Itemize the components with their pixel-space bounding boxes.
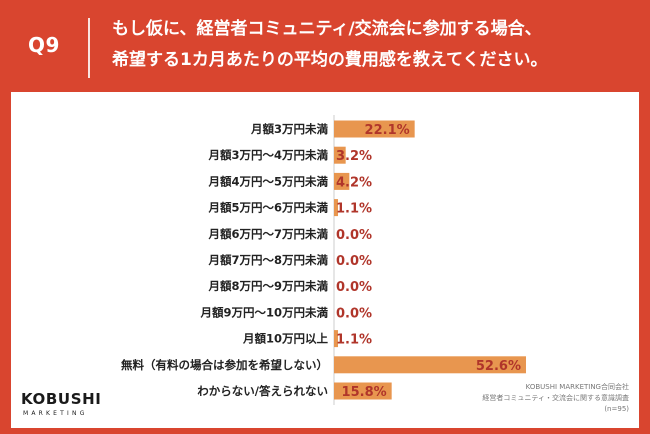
- data-label: 0.0%: [336, 228, 372, 243]
- data-label: 4.2%: [336, 175, 372, 190]
- chart-panel: 月額3万円未満 22.1% 月額3万円〜4万円未満 3.2% 月額4万円〜5万円未満 4.…: [11, 92, 639, 428]
- category-label: わからない/答えられない: [197, 384, 328, 398]
- data-label: 1.1%: [336, 202, 372, 217]
- header-divider: [88, 18, 90, 78]
- kobushi-logo: KOBUSHI: [21, 390, 102, 408]
- data-label: 22.1%: [365, 123, 410, 138]
- bar: [334, 120, 415, 138]
- data-label: 52.6%: [476, 359, 521, 374]
- question-text: もし仮に、経営者コミュニティ/交流会に参加する場合、 希望する1カ月あたりの平均…: [112, 19, 548, 70]
- category-label: 月額5万円〜6万円未満: [207, 201, 328, 215]
- data-label: 0.0%: [336, 280, 372, 295]
- source-company: KOBUSHI MARKETING合同会社: [525, 383, 629, 391]
- data-label: 15.8%: [342, 385, 387, 400]
- bar: [334, 172, 350, 190]
- category-label: 無料（有料の場合は参加を希望しない）: [121, 358, 328, 372]
- source-survey: 経営者コミュニティ・交流会に関する意識調査: [482, 394, 629, 402]
- bar: [334, 356, 526, 374]
- data-label: 1.1%: [336, 333, 372, 348]
- source-note: KOBUSHI MARKETING合同会社 経営者コミュニティ・交流会に関する意…: [482, 382, 629, 415]
- source-n: (n=95): [604, 405, 629, 413]
- category-label: 月額6万円〜7万円未満: [207, 227, 328, 241]
- bar: [334, 199, 339, 217]
- category-label: 月額7万円〜8万円未満: [207, 253, 328, 267]
- category-label: 月額10万円以上: [242, 332, 329, 346]
- bar: [334, 382, 392, 400]
- bar-chart: 月額3万円未満 22.1% 月額3万円〜4万円未満 3.2% 月額4万円〜5万円未満 4.…: [121, 115, 526, 405]
- header: Q9 もし仮に、経営者コミュニティ/交流会に参加する場合、 希望する1カ月あたり…: [0, 0, 650, 92]
- data-label: 3.2%: [336, 149, 372, 164]
- category-label: 月額4万円〜5万円未満: [207, 174, 328, 188]
- bar: [334, 146, 346, 164]
- category-label: 月額3万円未満: [250, 122, 329, 136]
- category-label: 月額3万円〜4万円未満: [207, 148, 328, 162]
- data-label: 0.0%: [336, 254, 372, 269]
- data-label: 0.0%: [336, 306, 372, 321]
- question-number: Q9: [28, 33, 60, 57]
- bar: [334, 330, 339, 348]
- category-label: 月額9万円〜10万円未満: [199, 305, 328, 319]
- category-label: 月額8万円〜9万円未満: [207, 279, 328, 293]
- marketing-logo-text: MARKETING: [23, 410, 88, 417]
